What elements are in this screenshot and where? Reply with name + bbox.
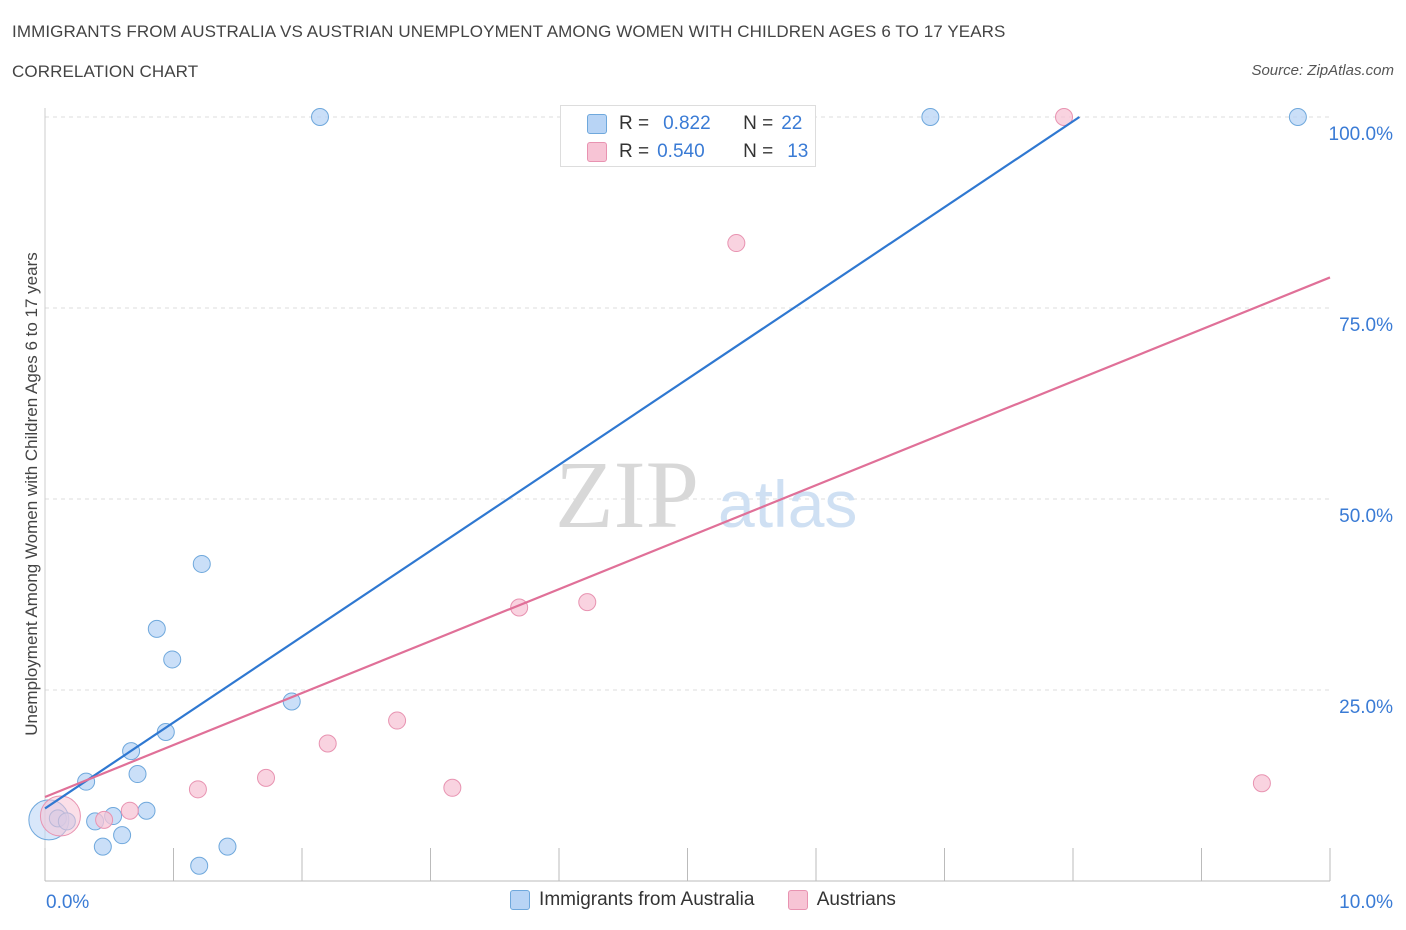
trend-line-austrians	[44, 276, 1331, 798]
watermark-atlas: atlas	[718, 467, 857, 541]
stats-n-label: N =	[743, 113, 774, 134]
data-point-austrians	[1055, 108, 1074, 126]
data-point-australia	[921, 108, 940, 126]
stats-swatch-austrians	[587, 142, 607, 162]
data-point-austrians	[443, 778, 462, 797]
stats-r-value: 0.822	[663, 113, 711, 134]
chart-title: IMMIGRANTS FROM AUSTRALIA VS AUSTRIAN UN…	[12, 22, 1006, 41]
stats-row-austrians: R = 0.540 N = 13	[587, 140, 808, 164]
data-point-austrians	[388, 711, 407, 730]
data-point-australia	[156, 723, 175, 742]
stats-box: R = 0.822 N = 22 R = 0.540 N = 13	[560, 105, 816, 167]
data-point-austrians	[188, 780, 207, 799]
data-point-australia	[192, 554, 211, 573]
data-point-australia	[113, 826, 132, 845]
stats-r-label: R =	[619, 141, 650, 162]
legend-swatch-austrians	[787, 890, 808, 910]
chart-source: Source: ZipAtlas.com	[1251, 62, 1394, 79]
trend-line-australia	[44, 116, 1081, 810]
grid-layer	[45, 116, 1330, 691]
data-point-australia	[128, 765, 147, 784]
data-point-austrians	[727, 234, 746, 253]
watermark-zip: ZIP	[555, 441, 699, 548]
y-tick-label: 100.0%	[1329, 124, 1394, 145]
data-point-australia	[190, 856, 209, 875]
y-tick-label: 50.0%	[1339, 506, 1393, 527]
x-tick-label-max: 10.0%	[1339, 892, 1393, 913]
legend-label-australia: Immigrants from Australia	[539, 889, 755, 910]
points-layer	[28, 108, 1307, 875]
y-tick-label: 25.0%	[1339, 697, 1393, 718]
legend-swatch-australia	[510, 890, 531, 910]
chart-legend: Immigrants from Australia Austrians	[0, 889, 1406, 916]
trend-layer	[44, 116, 1331, 810]
chart-subtitle: CORRELATION CHART	[12, 62, 199, 81]
legend-item-austrians[interactable]: Austrians	[787, 889, 896, 911]
stats-n-value: 22	[781, 113, 803, 134]
data-point-austrians	[39, 795, 81, 837]
data-point-austrians	[318, 734, 337, 753]
data-point-austrians	[578, 593, 597, 612]
data-point-australia	[147, 619, 166, 638]
data-point-austrians	[257, 768, 276, 787]
data-point-australia	[93, 837, 112, 856]
stats-swatch-australia	[587, 114, 607, 134]
data-point-austrians	[1252, 774, 1271, 793]
watermark: ZIP atlas	[555, 441, 857, 548]
label-layer: 25.0% 50.0% 75.0% 100.0% 0.0% 10.0% Unemployme…	[22, 124, 1393, 913]
stats-row-australia: R = 0.822 N = 22	[587, 112, 802, 136]
data-point-australia	[137, 801, 156, 820]
data-point-australia	[310, 108, 329, 126]
legend-label-austrians: Austrians	[816, 889, 896, 910]
stats-r-value: 0.540	[657, 141, 705, 162]
data-point-australia	[218, 837, 237, 856]
data-point-australia	[163, 650, 182, 669]
axis-layer	[44, 108, 1331, 882]
y-tick-label: 75.0%	[1339, 315, 1393, 336]
legend-item-australia[interactable]: Immigrants from Australia	[510, 889, 754, 911]
stats-n-label: N =	[743, 141, 774, 162]
data-point-australia	[1288, 108, 1307, 126]
x-tick-label-min: 0.0%	[46, 892, 89, 913]
stats-n-value: 13	[787, 141, 809, 162]
data-point-austrians	[120, 801, 139, 820]
data-point-austrians	[95, 810, 114, 829]
y-axis-label: Unemployment Among Women with Children A…	[22, 252, 41, 736]
stats-r-label: R =	[619, 113, 650, 134]
